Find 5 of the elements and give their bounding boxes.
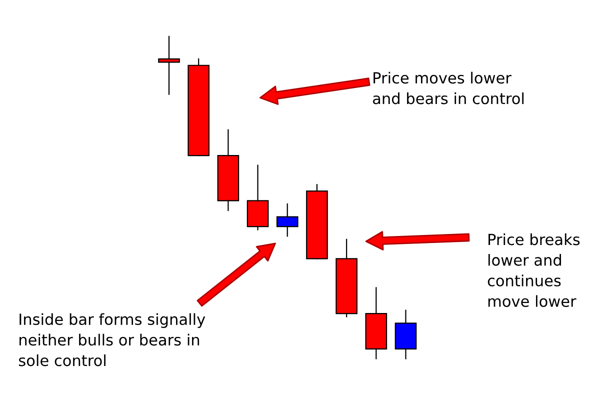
candlestick [276,203,298,237]
annotation: Inside bar forms signally neither bulls or bears in sole control [18,313,206,366]
annotation: Price moves lower and bears in control [372,72,524,104]
text: Price breaks lower and continues move lower [488,233,580,308]
candlestick [158,36,180,95]
